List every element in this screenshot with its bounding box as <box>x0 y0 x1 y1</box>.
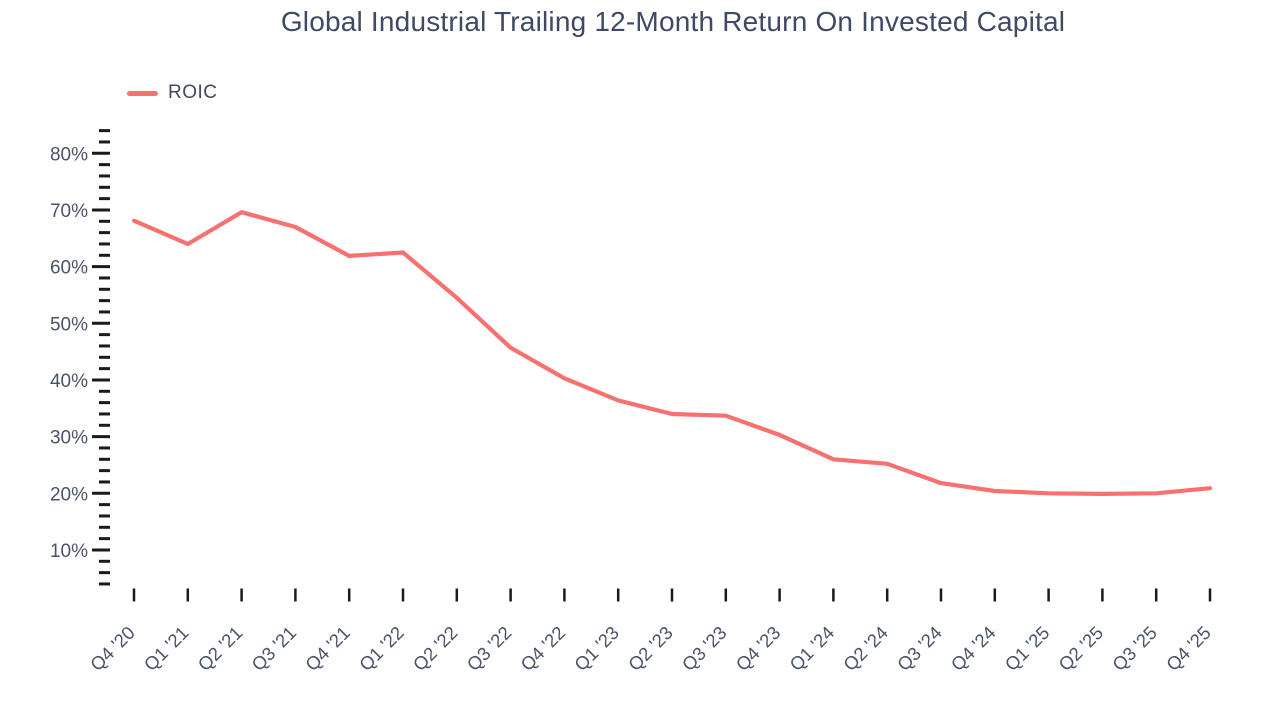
y-axis-tick-label: 80% <box>50 144 88 165</box>
y-axis-tick-label: 40% <box>50 371 88 392</box>
y-axis-tick-label: 60% <box>50 258 88 279</box>
x-axis-tick-label: Q1 '24 <box>785 622 838 675</box>
x-axis-tick-label: Q2 '25 <box>1054 622 1107 675</box>
x-axis-tick-label: Q3 '25 <box>1108 622 1161 675</box>
x-axis-tick-label: Q3 '23 <box>678 622 731 675</box>
x-axis-tick-label: Q1 '21 <box>140 622 193 675</box>
x-axis-tick-label: Q3 '21 <box>247 622 300 675</box>
x-axis-tick-label: Q4 '25 <box>1162 622 1215 675</box>
x-axis-tick-label: Q4 '24 <box>947 622 1000 675</box>
x-axis-tick-label: Q1 '23 <box>570 622 623 675</box>
x-axis-tick-label: Q4 '20 <box>86 622 139 675</box>
x-axis-tick-label: Q4 '22 <box>516 622 569 675</box>
y-axis-tick-label: 70% <box>50 201 88 222</box>
x-axis-tick-label: Q2 '22 <box>409 622 462 675</box>
y-axis-tick-label: 50% <box>50 314 88 335</box>
y-axis-tick-label: 20% <box>50 484 88 505</box>
x-axis-tick-label: Q4 '21 <box>301 622 354 675</box>
legend: ROIC <box>127 82 218 104</box>
x-axis-tick-label: Q3 '22 <box>462 622 515 675</box>
x-axis-tick-label: Q1 '22 <box>355 622 408 675</box>
legend-label-roic: ROIC <box>168 82 218 103</box>
roic-line-series <box>131 210 1213 496</box>
legend-item-roic[interactable]: ROIC <box>127 82 218 104</box>
x-axis-tick-label: Q3 '24 <box>893 622 946 675</box>
x-axis-tick-label: Q2 '24 <box>839 622 892 675</box>
legend-line-swatch <box>127 90 158 96</box>
y-axis-tick-label: 10% <box>50 541 88 562</box>
y-axis-tick-label: 30% <box>50 428 88 449</box>
x-axis-tick-label: Q2 '21 <box>193 622 246 675</box>
x-axis-tick-label: Q1 '25 <box>1000 622 1053 675</box>
x-axis-tick-label: Q4 '23 <box>731 622 784 675</box>
chart-title: Global Industrial Trailing 12-Month Retu… <box>280 6 1066 37</box>
x-axis-tick-label: Q2 '23 <box>624 622 677 675</box>
